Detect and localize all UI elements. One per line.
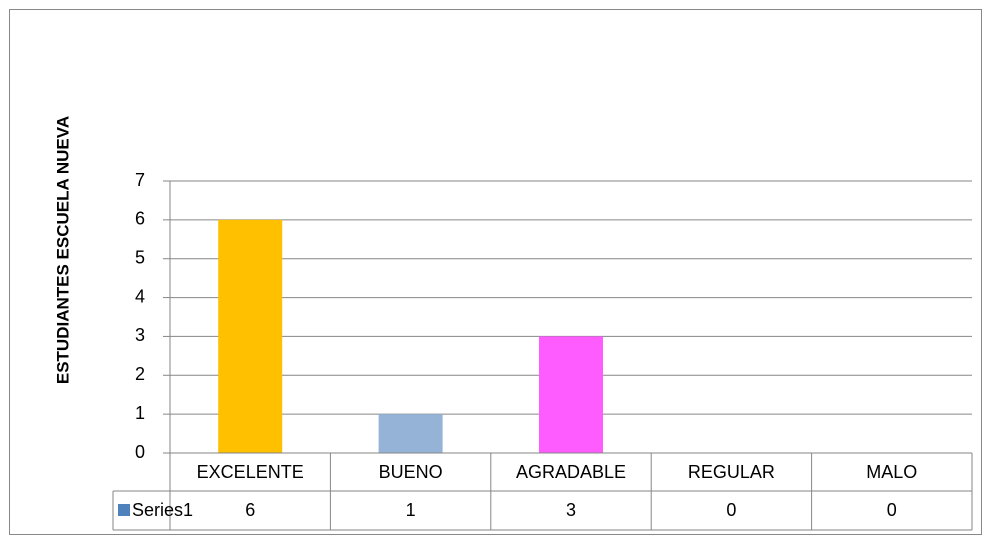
y-tick-label: 0 (135, 442, 145, 462)
table-value: 1 (406, 500, 416, 520)
x-tick-label: BUENO (379, 462, 443, 482)
y-tick-label: 6 (135, 209, 145, 229)
x-tick-label: MALO (866, 462, 917, 482)
table-value: 3 (566, 500, 576, 520)
legend-label: Series1 (132, 500, 193, 520)
y-tick-label: 2 (135, 364, 145, 384)
bar (218, 219, 283, 453)
x-tick-label: AGRADABLE (516, 462, 626, 482)
y-tick-label: 3 (135, 325, 145, 345)
x-tick-label: EXCELENTE (197, 462, 304, 482)
legend-swatch (118, 504, 130, 516)
y-tick-label: 5 (135, 247, 145, 267)
y-tick-label: 1 (135, 403, 145, 423)
y-tick-label: 7 (135, 170, 145, 190)
table-value: 0 (887, 500, 897, 520)
x-tick-label: REGULAR (688, 462, 775, 482)
y-axis-label: ESTUDIANTES ESCUELA NUEVA (53, 116, 72, 384)
bar (539, 336, 603, 453)
bar (378, 414, 443, 453)
chart-border (9, 9, 982, 535)
y-tick-label: 4 (135, 286, 145, 306)
table-value: 6 (245, 500, 255, 520)
table-value: 0 (726, 500, 736, 520)
